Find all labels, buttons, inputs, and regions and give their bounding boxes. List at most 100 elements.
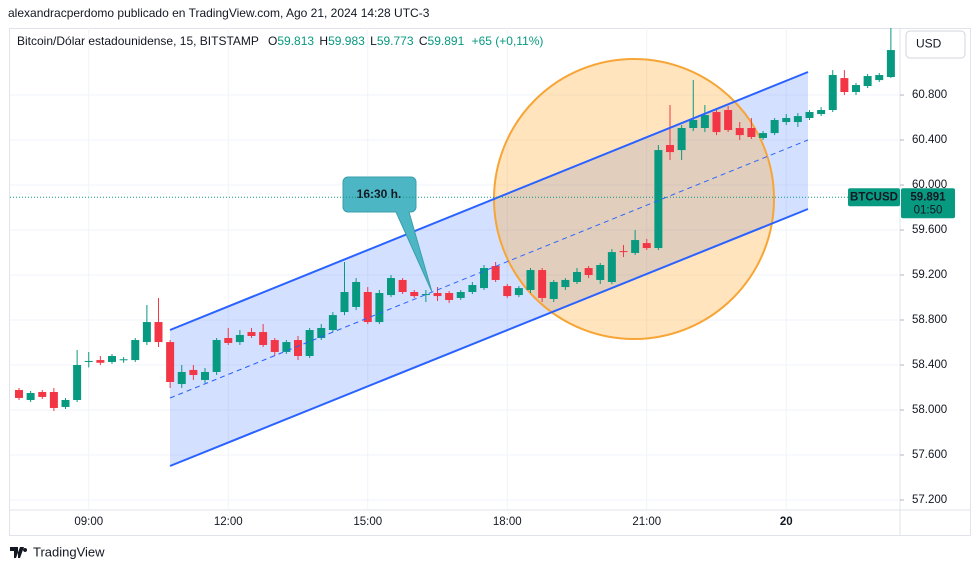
- symbol-tag: [848, 188, 900, 207]
- candle-body: [352, 281, 361, 307]
- price-tag: [901, 188, 955, 219]
- chart-frame: [9, 28, 971, 536]
- y-tick-label: 57.200: [912, 494, 947, 506]
- ohlc-label: C: [419, 34, 428, 48]
- candle-body: [770, 120, 779, 134]
- candle-body: [491, 266, 500, 280]
- candle-body: [666, 144, 674, 153]
- y-tick-label: 58.400: [912, 359, 947, 371]
- y-tick-label: 59.200: [912, 269, 947, 281]
- candle-body: [759, 133, 767, 139]
- candle-body: [270, 340, 279, 352]
- candle-body: [631, 240, 640, 253]
- candle-body: [235, 334, 244, 343]
- candle-body: [15, 389, 23, 398]
- candle-body: [294, 340, 302, 357]
- candle-body: [177, 371, 186, 385]
- y-tick-label: 60.800: [912, 89, 947, 101]
- candle-body: [584, 268, 593, 276]
- candle-body: [677, 127, 686, 151]
- ohlc-value: 59.891: [428, 34, 465, 48]
- candle-body: [480, 268, 488, 289]
- x-tick-label: 12:00: [214, 516, 243, 528]
- candle-body: [96, 360, 105, 363]
- candle-body: [142, 322, 151, 343]
- candle-body: [305, 330, 314, 357]
- symbol: Bitcoin/Dólar estadounidense, 15, BITSTA…: [17, 34, 259, 48]
- candle-body: [735, 127, 744, 136]
- currency-label[interactable]: USD: [916, 37, 942, 51]
- candle-body: [375, 293, 384, 323]
- candle-body: [166, 342, 175, 382]
- candle-body: [224, 338, 233, 343]
- candle-body: [61, 399, 70, 407]
- y-tick-label: 58.000: [912, 404, 947, 416]
- channel-lower: [169, 208, 809, 467]
- y-tick-label: 58.800: [912, 314, 947, 326]
- candle-body: [247, 332, 256, 336]
- candle-body: [38, 392, 47, 397]
- candle-body: [607, 252, 616, 282]
- ohlc-label: H: [319, 34, 328, 48]
- candle-body: [317, 327, 326, 339]
- candle-body: [828, 75, 837, 111]
- callout-text: 16:30 h.: [357, 187, 402, 201]
- candle-body: [433, 293, 442, 297]
- candle-body: [689, 120, 698, 128]
- candle-body: [503, 286, 512, 297]
- candle-body: [573, 271, 581, 282]
- candle-body: [282, 342, 291, 352]
- callout-box: [342, 176, 433, 293]
- candle-body: [363, 292, 372, 323]
- change: +65 (+0,11%): [472, 34, 544, 48]
- symbol-tag-text: BTCUSD: [850, 191, 898, 203]
- y-tick-label: 57.600: [912, 449, 947, 461]
- y-tick-label: 60.400: [912, 134, 947, 146]
- candle-body: [805, 112, 814, 118]
- candle-body: [526, 270, 535, 290]
- candle-body: [724, 110, 733, 131]
- ohlc-label: L: [370, 34, 377, 48]
- candle-body: [259, 332, 268, 345]
- candle-body: [619, 251, 628, 253]
- plot-area: 16:30 h.: [10, 28, 900, 510]
- candle-body: [712, 112, 721, 133]
- candle-body: [863, 76, 872, 87]
- price-tag-countdown: 01:50: [914, 204, 943, 216]
- candle-body: [642, 243, 651, 249]
- candle-body: [445, 293, 454, 300]
- candle-body: [84, 360, 93, 362]
- candle-body: [340, 292, 349, 313]
- logo: TradingView: [10, 544, 105, 559]
- x-tick-label: 21:00: [632, 516, 661, 528]
- candle-body: [49, 392, 58, 408]
- candle-body: [886, 50, 895, 78]
- channel-mid: [169, 139, 809, 399]
- candle-body: [654, 150, 663, 249]
- candle-body: [387, 278, 395, 296]
- candle-body: [514, 288, 523, 296]
- channel-upper: [169, 71, 809, 331]
- x-tick-label: 18:00: [493, 516, 522, 528]
- logo-icon: [10, 547, 28, 558]
- byline: alexandracperdomo publicado en TradingVi…: [8, 6, 430, 20]
- candle-body: [26, 393, 35, 400]
- y-tick-label: 59.600: [912, 224, 947, 236]
- candle-body: [700, 115, 709, 128]
- ohlc-value: 59.813: [277, 34, 314, 48]
- candle-body: [817, 110, 826, 115]
- currency-button[interactable]: [905, 30, 966, 59]
- candle-body: [782, 117, 791, 123]
- y-tick-label: 60.000: [912, 179, 947, 191]
- candle-body: [456, 292, 465, 298]
- price-tag-value: 59.891: [910, 191, 946, 203]
- candle-body: [108, 356, 116, 362]
- candle-body: [852, 85, 860, 93]
- candle-body: [73, 365, 82, 400]
- x-tick-label: 09:00: [74, 516, 103, 528]
- candle-body: [538, 270, 547, 298]
- legend: Bitcoin/Dólar estadounidense, 15, BITSTA…: [17, 34, 543, 48]
- candle-body: [421, 294, 430, 296]
- candle-body: [561, 279, 570, 288]
